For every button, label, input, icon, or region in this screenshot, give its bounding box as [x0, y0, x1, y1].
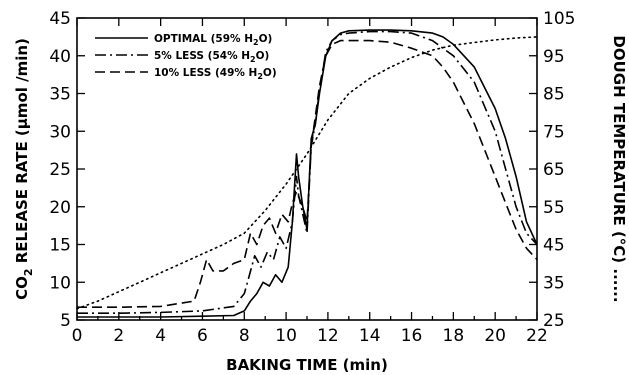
- x-tick-label: 8: [239, 326, 250, 346]
- y-axis-title: CO2 RELEASE RATE (µmol /min): [13, 38, 35, 300]
- y-tick-label: 30: [49, 122, 71, 142]
- x-axis-title: BAKING TIME (min): [226, 356, 388, 374]
- y2-tick-label: 75: [543, 122, 565, 142]
- legend: OPTIMAL (59% H2O) 5% LESS (54% H2O) 10% LE…: [95, 33, 277, 81]
- x-tick-label: 10: [275, 326, 297, 346]
- x-tick-label: 4: [155, 326, 166, 346]
- y2-tick-label: 25: [543, 311, 565, 331]
- y-tick-label: 10: [49, 273, 71, 293]
- series-line-4: [76, 36, 538, 310]
- x-tick-label: 20: [484, 326, 506, 346]
- legend-label: 10% LESS (49% H2O): [154, 67, 277, 81]
- y2-tick-label: 105: [543, 9, 575, 29]
- x-tick-label: 18: [443, 326, 465, 346]
- x-tick-label: 22: [526, 326, 548, 346]
- y-tick-label: 35: [49, 85, 71, 105]
- x-tick-label: 2: [113, 326, 124, 346]
- y-tick-label: 45: [49, 9, 71, 29]
- y-tick-label: 25: [49, 160, 71, 180]
- y-tick-label: 15: [49, 236, 71, 256]
- legend-label: 5% LESS (54% H2O): [154, 50, 269, 64]
- y2-axis-title: DOUGH TEMPERATURE (°C) ......: [610, 35, 628, 302]
- y2-tick-label: 35: [543, 273, 565, 293]
- y-tick-label: 40: [49, 47, 71, 67]
- y-tick-label: 5: [60, 311, 71, 331]
- x-tick-label: 16: [401, 326, 423, 346]
- y2-axis-marker: ......: [610, 268, 628, 302]
- plot-area: 0 2 4 6 8 10 12 14 16 18 20 22 5 10 15 20 25 30 35 40 45 25 35…: [13, 9, 628, 374]
- series-line-2: [77, 30, 538, 314]
- y-tick-label: 20: [49, 198, 71, 218]
- plot-frame: [76, 17, 538, 321]
- y2-tick-label: 95: [543, 47, 565, 67]
- y2-tick-label: 45: [543, 236, 565, 256]
- series-line-1: [77, 29, 538, 318]
- x-tick-label: 12: [317, 326, 339, 346]
- x-tick-label: 14: [359, 326, 381, 346]
- series-line-3: [77, 39, 538, 308]
- x-tick-label: 0: [72, 326, 83, 346]
- y2-tick-label: 55: [543, 198, 565, 218]
- y2-tick-label: 65: [543, 160, 565, 180]
- legend-label: OPTIMAL (59% H2O): [154, 33, 272, 47]
- y2-tick-label: 85: [543, 85, 565, 105]
- x-tick-label: 6: [197, 326, 208, 346]
